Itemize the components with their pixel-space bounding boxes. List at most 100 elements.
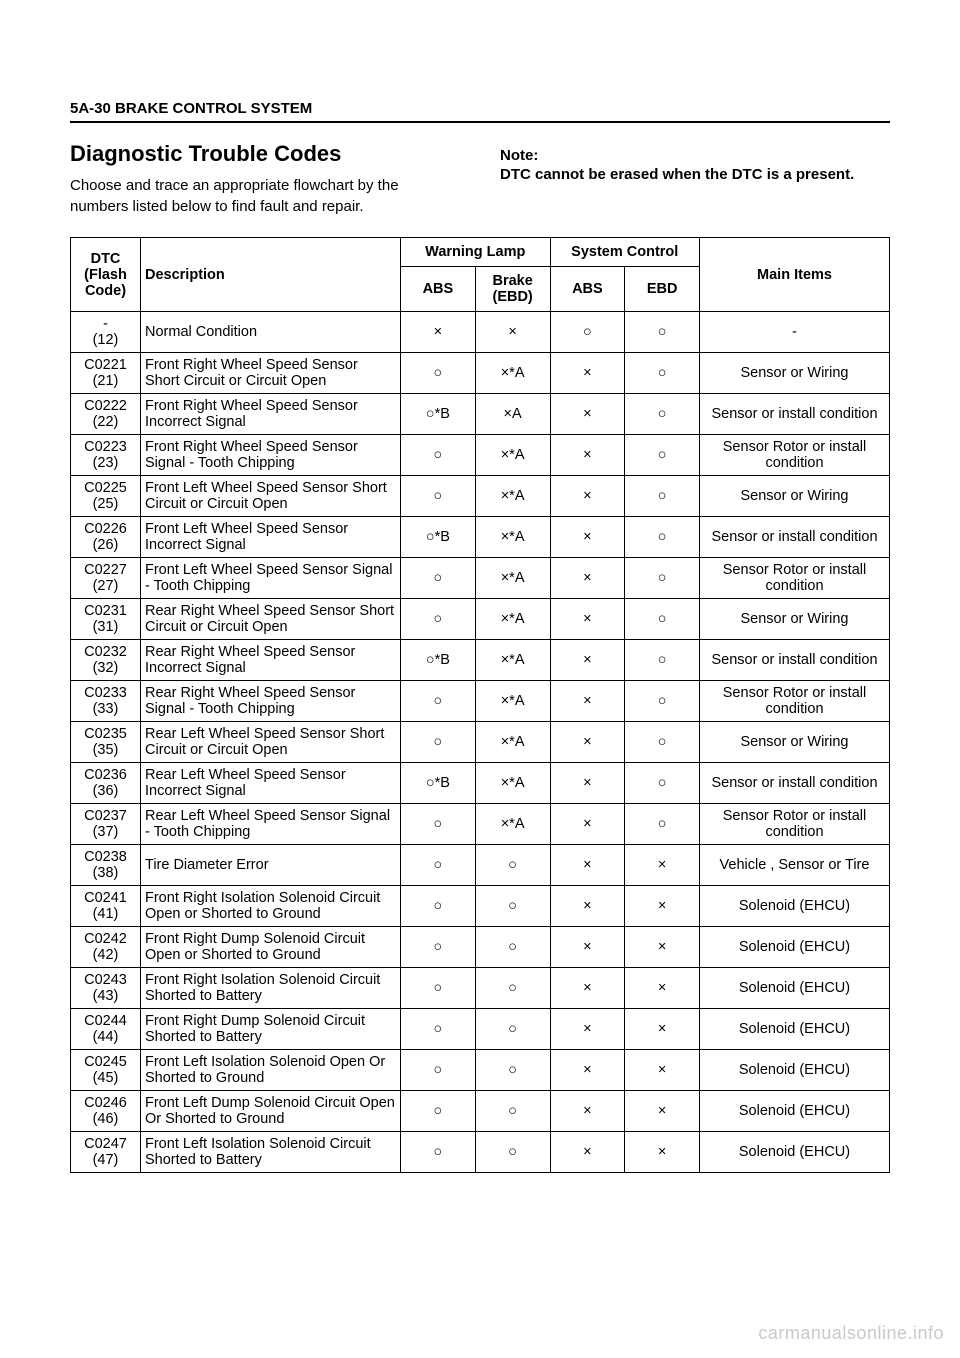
dtc-code: C0233 bbox=[75, 685, 136, 701]
dtc-table-head-row-1: DTC (Flash Code) Description Warning Lam… bbox=[71, 238, 890, 267]
dtc-flash: (25) bbox=[75, 496, 136, 512]
cell-dtc: C0225(25) bbox=[71, 476, 141, 517]
cell-abs-sys: × bbox=[550, 886, 625, 927]
cell-dtc: C0222(22) bbox=[71, 394, 141, 435]
dtc-flash: (32) bbox=[75, 660, 136, 676]
cell-abs-warn: ○ bbox=[401, 886, 476, 927]
table-row: C0245(45)Front Left Isolation Solenoid O… bbox=[71, 1050, 890, 1091]
cell-brake-ebd: ×*A bbox=[475, 517, 550, 558]
cell-main-items: Sensor Rotor or install condition bbox=[700, 558, 890, 599]
cell-dtc: C0221(21) bbox=[71, 353, 141, 394]
cell-description: Rear Right Wheel Speed Sensor Incorrect … bbox=[141, 640, 401, 681]
cell-brake-ebd: ×*A bbox=[475, 558, 550, 599]
cell-main-items: Sensor Rotor or install condition bbox=[700, 804, 890, 845]
cell-main-items: Solenoid (EHCU) bbox=[700, 968, 890, 1009]
table-row: C0233(33)Rear Right Wheel Speed Sensor S… bbox=[71, 681, 890, 722]
cell-dtc: C0231(31) bbox=[71, 599, 141, 640]
cell-description: Tire Diameter Error bbox=[141, 845, 401, 886]
table-row: C0223(23)Front Right Wheel Speed Sensor … bbox=[71, 435, 890, 476]
cell-ebd: ○ bbox=[625, 763, 700, 804]
dtc-flash: (42) bbox=[75, 947, 136, 963]
cell-ebd: ○ bbox=[625, 435, 700, 476]
dtc-flash: (47) bbox=[75, 1152, 136, 1168]
dtc-code: C0221 bbox=[75, 357, 136, 373]
cell-dtc: C0236(36) bbox=[71, 763, 141, 804]
cell-abs-warn: ○ bbox=[401, 1050, 476, 1091]
cell-dtc: C0246(46) bbox=[71, 1091, 141, 1132]
cell-main-items: Solenoid (EHCU) bbox=[700, 1132, 890, 1173]
cell-dtc: C0233(33) bbox=[71, 681, 141, 722]
table-row: C0227(27)Front Left Wheel Speed Sensor S… bbox=[71, 558, 890, 599]
cell-brake-ebd: ○ bbox=[475, 1091, 550, 1132]
dtc-flash: (31) bbox=[75, 619, 136, 635]
cell-abs-sys: × bbox=[550, 968, 625, 1009]
dtc-flash: (45) bbox=[75, 1070, 136, 1086]
cell-abs-warn: ○*B bbox=[401, 640, 476, 681]
table-row: C0225(25)Front Left Wheel Speed Sensor S… bbox=[71, 476, 890, 517]
cell-brake-ebd: ○ bbox=[475, 1009, 550, 1050]
page-header: 5A-30 BRAKE CONTROL SYSTEM bbox=[70, 100, 890, 123]
cell-abs-warn: ○ bbox=[401, 1132, 476, 1173]
cell-description: Front Left Wheel Speed Sensor Signal - T… bbox=[141, 558, 401, 599]
dtc-code: C0227 bbox=[75, 562, 136, 578]
table-row: C0237(37) Rear Left Wheel Speed Sensor Si… bbox=[71, 804, 890, 845]
cell-dtc: C0238(38) bbox=[71, 845, 141, 886]
cell-main-items: Sensor or Wiring bbox=[700, 599, 890, 640]
cell-abs-sys: × bbox=[550, 394, 625, 435]
cell-description: Front Right Dump Solenoid Circuit Shorte… bbox=[141, 1009, 401, 1050]
cell-abs-warn: ○*B bbox=[401, 763, 476, 804]
table-row: C0221(21)Front Right Wheel Speed Sensor … bbox=[71, 353, 890, 394]
th-main: Main Items bbox=[700, 238, 890, 312]
cell-ebd: ○ bbox=[625, 312, 700, 353]
dtc-flash: (37) bbox=[75, 824, 136, 840]
cell-main-items: Sensor Rotor or install condition bbox=[700, 435, 890, 476]
intro-left: Diagnostic Trouble Codes Choose and trac… bbox=[70, 141, 460, 217]
cell-dtc: C0223(23) bbox=[71, 435, 141, 476]
cell-description: Front Right Isolation Solenoid Circuit O… bbox=[141, 886, 401, 927]
cell-abs-sys: × bbox=[550, 1009, 625, 1050]
cell-brake-ebd: ×*A bbox=[475, 681, 550, 722]
cell-main-items: Solenoid (EHCU) bbox=[700, 927, 890, 968]
cell-ebd: ○ bbox=[625, 558, 700, 599]
cell-dtc: C0247(47) bbox=[71, 1132, 141, 1173]
cell-abs-sys: × bbox=[550, 927, 625, 968]
cell-abs-warn: ○ bbox=[401, 927, 476, 968]
cell-abs-sys: × bbox=[550, 804, 625, 845]
dtc-flash: (21) bbox=[75, 373, 136, 389]
table-row: C0238(38)Tire Diameter Error○○××Vehicle … bbox=[71, 845, 890, 886]
table-row: C0226(26)Front Left Wheel Speed Sensor I… bbox=[71, 517, 890, 558]
cell-abs-warn: ○ bbox=[401, 681, 476, 722]
cell-dtc: C0242(42) bbox=[71, 927, 141, 968]
cell-dtc: C0232(32) bbox=[71, 640, 141, 681]
cell-description: Rear Left Wheel Speed Sensor Signal - To… bbox=[141, 804, 401, 845]
dtc-code: C0237 bbox=[75, 808, 136, 824]
cell-brake-ebd: ×*A bbox=[475, 435, 550, 476]
cell-dtc: C0241(41) bbox=[71, 886, 141, 927]
th-brake: Brake (EBD) bbox=[475, 267, 550, 312]
cell-abs-sys: × bbox=[550, 640, 625, 681]
cell-abs-warn: ○ bbox=[401, 353, 476, 394]
cell-abs-warn: ○ bbox=[401, 435, 476, 476]
dtc-flash: (26) bbox=[75, 537, 136, 553]
cell-description: Front Right Dump Solenoid Circuit Open o… bbox=[141, 927, 401, 968]
table-row: C0242(42)Front Right Dump Solenoid Circu… bbox=[71, 927, 890, 968]
table-row: C0222(22)Front Right Wheel Speed Sensor … bbox=[71, 394, 890, 435]
dtc-flash: (22) bbox=[75, 414, 136, 430]
th-dtc: DTC (Flash Code) bbox=[71, 238, 141, 312]
cell-description: Front Left Dump Solenoid Circuit Open Or… bbox=[141, 1091, 401, 1132]
dtc-code: C0232 bbox=[75, 644, 136, 660]
dtc-code: C0238 bbox=[75, 849, 136, 865]
cell-abs-warn: ○ bbox=[401, 476, 476, 517]
cell-ebd: ○ bbox=[625, 353, 700, 394]
table-row: C0231(31)Rear Right Wheel Speed Sensor S… bbox=[71, 599, 890, 640]
cell-dtc: C0245(45) bbox=[71, 1050, 141, 1091]
cell-abs-warn: ○ bbox=[401, 968, 476, 1009]
dtc-code: C0222 bbox=[75, 398, 136, 414]
dtc-flash: (44) bbox=[75, 1029, 136, 1045]
cell-abs-warn: ○ bbox=[401, 558, 476, 599]
table-row: C0246(46)Front Left Dump Solenoid Circui… bbox=[71, 1091, 890, 1132]
cell-main-items: Sensor or Wiring bbox=[700, 353, 890, 394]
cell-brake-ebd: ○ bbox=[475, 968, 550, 1009]
th-desc: Description bbox=[141, 238, 401, 312]
cell-brake-ebd: ○ bbox=[475, 927, 550, 968]
